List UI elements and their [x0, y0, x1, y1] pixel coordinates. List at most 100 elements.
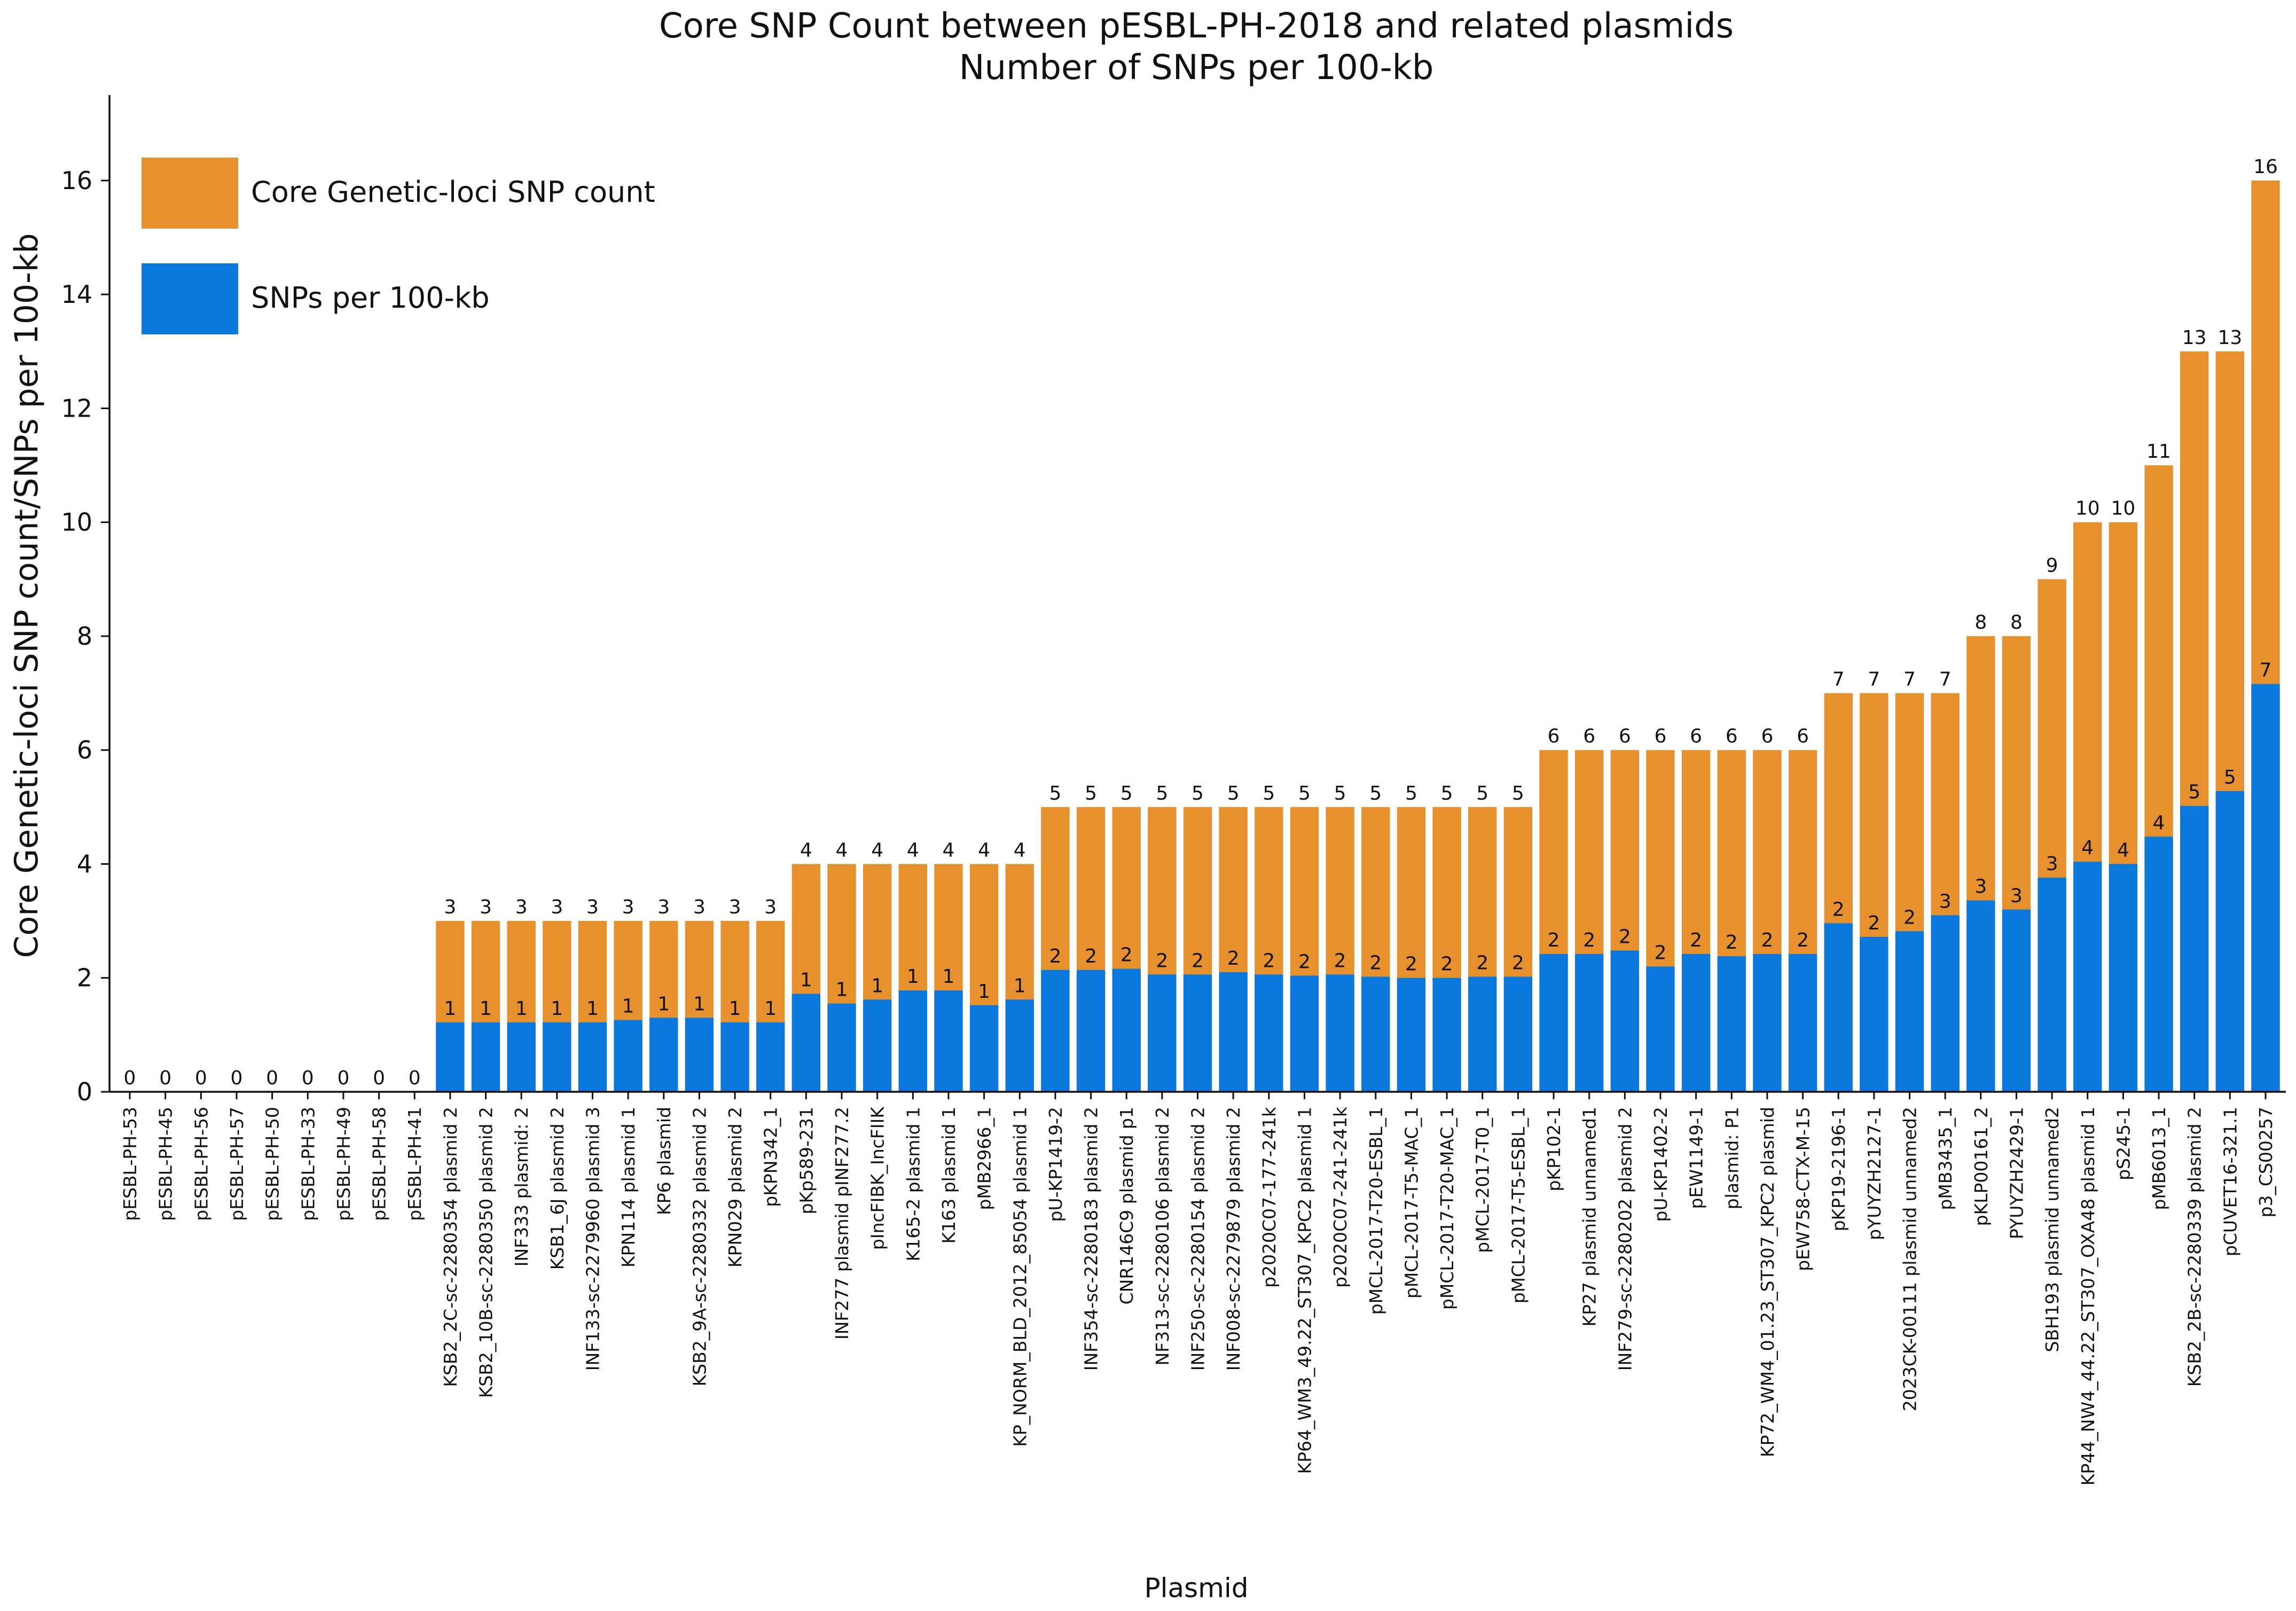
bar-snps-per-100kb	[756, 1022, 785, 1092]
x-axis-label: Plasmid	[1144, 1573, 1248, 1604]
bar-value-label-snps-per-100kb: 2	[1298, 951, 1311, 973]
bar-snps-per-100kb	[1503, 976, 1533, 1092]
y-tick-label: 4	[77, 849, 92, 878]
bar-value-label-snps-per-100kb: 4	[2081, 837, 2094, 859]
bar-value-label-snps-per-100kb: 2	[1832, 898, 1845, 920]
bar-snps-per-100kb	[543, 1022, 571, 1092]
bar-value-label-core-snp-count: 5	[1441, 783, 1453, 804]
x-tick-label: pESBL-PH-57	[226, 1107, 247, 1221]
bar-value-label-snps-per-100kb: 7	[2260, 660, 2272, 682]
bar-snps-per-100kb	[1931, 915, 1960, 1092]
x-tick-label: pMB2966_1	[974, 1107, 995, 1210]
legend-label-per-100kb: SNPs per 100-kb	[251, 281, 490, 315]
bar-value-label-snps-per-100kb: 2	[1227, 948, 1240, 969]
x-tick-label: KSB2_2C-sc-2280354 plasmid 2	[440, 1107, 461, 1387]
x-tick-label: KSB1_6J plasmid 2	[547, 1107, 568, 1270]
legend: Core Genetic-loci SNP count SNPs per 100…	[142, 158, 655, 334]
x-tick-label: CNR146C9 plasmid p1	[1116, 1107, 1137, 1304]
x-tick-label: INF277 plasmid pINF277.2	[832, 1107, 852, 1340]
x-tick-label: pEW758-CTX-M-15	[1793, 1107, 1814, 1271]
bar-value-label-core-snp-count: 0	[159, 1067, 171, 1089]
bar-snps-per-100kb	[1148, 974, 1177, 1092]
x-tick-label: pEW1149-1	[1686, 1107, 1707, 1209]
bar-value-label-snps-per-100kb: 3	[1974, 876, 1987, 898]
bar-value-label-snps-per-100kb: 1	[871, 975, 883, 997]
bar-value-label-snps-per-100kb: 1	[515, 998, 528, 1020]
x-tick-label: INF133-sc-2279960 plasmid 3	[582, 1107, 603, 1371]
bar-snps-per-100kb	[1361, 976, 1390, 1092]
bar-value-label-core-snp-count: 4	[978, 839, 990, 861]
y-tick-label: 0	[77, 1077, 92, 1106]
bar-value-label-core-snp-count: 6	[1761, 725, 1773, 747]
x-tick-label: pESBL-PH-45	[155, 1107, 176, 1221]
bar-snps-per-100kb	[2180, 806, 2209, 1092]
bar-value-label-snps-per-100kb: 1	[729, 998, 741, 1020]
x-tick-label: pKLP00161_2	[1971, 1107, 1992, 1226]
bar-value-label-snps-per-100kb: 1	[907, 966, 919, 988]
bar-value-label-snps-per-100kb: 2	[1049, 945, 1061, 967]
x-tick-label: pMCL-2017-T20-MAC_1	[1437, 1107, 1457, 1310]
x-tick-label: p2020C07-241-241k	[1330, 1106, 1351, 1288]
bar-value-label-core-snp-count: 13	[2182, 327, 2207, 349]
bar-value-label-core-snp-count: 8	[1974, 612, 1987, 634]
x-tick-label: pMCL-2017-T0_1	[1472, 1107, 1493, 1253]
bar-value-label-core-snp-count: 5	[1512, 783, 1524, 804]
bar-value-label-snps-per-100kb: 2	[1619, 926, 1631, 948]
bar-snps-per-100kb	[1041, 969, 1070, 1092]
bar-snps-per-100kb	[1076, 969, 1106, 1092]
bar-snps-per-100kb	[1397, 977, 1426, 1092]
bar-value-label-snps-per-100kb: 5	[2188, 781, 2200, 803]
bar-value-label-snps-per-100kb: 2	[1085, 945, 1097, 967]
bar-value-label-snps-per-100kb: 2	[1797, 929, 1809, 951]
bar-snps-per-100kb	[969, 1005, 999, 1092]
x-tick-label: KPN114 plasmid 1	[618, 1107, 639, 1268]
bar-value-label-core-snp-count: 6	[1548, 725, 1560, 747]
bar-value-label-core-snp-count: 0	[409, 1067, 421, 1089]
bar-value-label-core-snp-count: 10	[2111, 498, 2135, 520]
x-tick-label: KSB2_2B-sc-2280339 plasmid 2	[2184, 1107, 2205, 1387]
bar-value-label-snps-per-100kb: 2	[1690, 929, 1702, 951]
bar-value-label-snps-per-100kb: 1	[551, 998, 563, 1020]
bar-snps-per-100kb	[578, 1022, 607, 1092]
bars-layer: 0 0 0 0 0 0 0 0 03131313131313131313141414141414…	[124, 156, 2280, 1092]
x-tick-label: pYUYZH2127-1	[1864, 1107, 1885, 1240]
bar-value-label-snps-per-100kb: 2	[1868, 912, 1880, 934]
bar-value-label-core-snp-count: 5	[1263, 783, 1275, 804]
x-tick-label: pESBL-PH-53	[120, 1107, 140, 1221]
x-tick-label: INF354-sc-2280183 plasmid 2	[1081, 1107, 1102, 1371]
bar-snps-per-100kb	[2038, 878, 2066, 1092]
bar-snps-per-100kb	[863, 999, 892, 1092]
x-tick-label: KP27 plasmid unnamed1	[1579, 1107, 1600, 1327]
bar-value-label-snps-per-100kb: 3	[2046, 853, 2058, 875]
bar-snps-per-100kb	[1468, 976, 1497, 1092]
bar-value-label-core-snp-count: 3	[729, 896, 741, 918]
bar-value-label-core-snp-count: 3	[693, 896, 706, 918]
x-tick-label: INF333 plasmid: 2	[511, 1107, 532, 1266]
bar-value-label-snps-per-100kb: 1	[657, 993, 670, 1015]
y-tick-label: 2	[77, 964, 92, 992]
bar-value-label-core-snp-count: 3	[622, 896, 634, 918]
bar-value-label-core-snp-count: 5	[1085, 783, 1097, 804]
bar-value-label-core-snp-count: 11	[2146, 441, 2171, 463]
chart-subtitle: Number of SNPs per 100-kb	[959, 48, 1434, 88]
x-tick-label: pESBL-PH-56	[191, 1107, 211, 1221]
bar-value-label-core-snp-count: 5	[1227, 783, 1240, 804]
bar-value-label-snps-per-100kb: 2	[1903, 906, 1916, 928]
x-tick-label: INF279-sc-2280202 plasmid 2	[1615, 1107, 1635, 1371]
bar-value-label-core-snp-count: 4	[942, 839, 954, 861]
bar-value-label-core-snp-count: 8	[2010, 612, 2023, 634]
bar-value-label-snps-per-100kb: 2	[1441, 953, 1453, 975]
bar-value-label-core-snp-count: 0	[195, 1067, 207, 1089]
bar-snps-per-100kb	[1574, 953, 1604, 1092]
x-tick-label: pKPN342_1	[761, 1107, 781, 1207]
y-tick-label: 12	[61, 394, 92, 423]
chart-title: Core SNP Count between pESBL-PH-2018 and…	[659, 6, 1734, 46]
bar-snps-per-100kb	[649, 1018, 678, 1092]
bar-value-label-core-snp-count: 3	[586, 896, 599, 918]
y-axis-label: Core Genetic-loci SNP count/SNPs per 100…	[8, 233, 45, 958]
bar-value-label-core-snp-count: 5	[1334, 783, 1346, 804]
x-tick-label: pIncFIBK_IncFIIK	[867, 1106, 888, 1250]
bar-value-label-snps-per-100kb: 2	[1334, 950, 1346, 972]
bar-snps-per-100kb	[1539, 953, 1568, 1092]
